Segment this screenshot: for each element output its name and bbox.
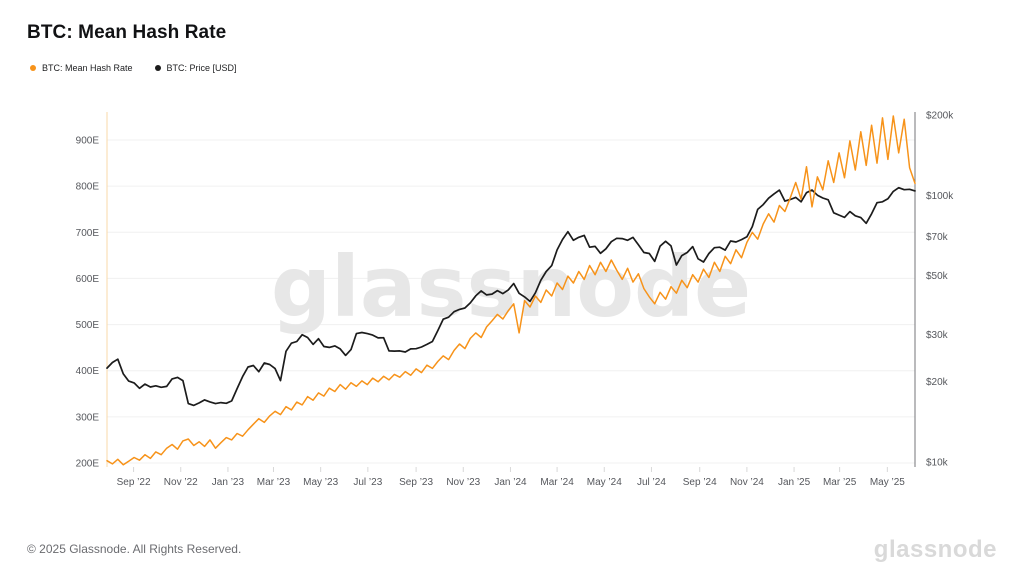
- x-axis-label: Mar ’24: [540, 477, 574, 488]
- x-axis-label: Sep ’23: [399, 477, 433, 488]
- x-axis-label: May ’23: [303, 477, 338, 488]
- price-line: [106, 186, 916, 407]
- left-axis-label: 200E: [76, 459, 100, 470]
- x-axis-label: Jul ’24: [637, 477, 666, 488]
- page-title: BTC: Mean Hash Rate: [27, 22, 227, 43]
- x-axis-label: Sep ’24: [683, 477, 717, 488]
- x-axis-label: Sep ’22: [117, 477, 151, 488]
- legend-dot-black-icon: [154, 65, 161, 71]
- legend-item-price-usd[interactable]: BTC: Price [USD]: [154, 63, 237, 73]
- left-axis-label: 600E: [76, 274, 100, 285]
- right-axis-label: $200k: [926, 111, 954, 122]
- left-axis-label: 500E: [76, 320, 100, 331]
- left-axis-label: 300E: [76, 412, 100, 423]
- legend-label-mean-hash-rate: BTC: Mean Hash Rate: [42, 63, 133, 73]
- glassnode-wordmark: glassnode: [873, 536, 997, 563]
- right-axis-label: $30k: [926, 330, 949, 341]
- copyright-text: © 2025 Glassnode. All Rights Reserved.: [27, 542, 242, 556]
- x-axis-label: May ’25: [870, 477, 905, 488]
- x-axis-label: Jan ’23: [212, 477, 245, 488]
- right-axis-label: $100k: [926, 191, 954, 202]
- x-axis-label: May ’24: [587, 477, 622, 488]
- x-axis-label: Nov ’22: [164, 477, 198, 488]
- legend-label-price-usd: BTC: Price [USD]: [166, 63, 237, 73]
- left-axis-label: 700E: [76, 228, 100, 239]
- hash-rate-line: [106, 115, 916, 466]
- x-axis-label: Mar ’23: [257, 477, 291, 488]
- legend-dot-orange-icon: [30, 65, 36, 71]
- chart-legend: BTC: Mean Hash Rate BTC: Price [USD]: [30, 63, 237, 73]
- x-axis-label: Jan ’24: [494, 477, 527, 488]
- x-axis-label: Nov ’23: [446, 477, 480, 488]
- x-axis-label: Jan ’25: [778, 477, 811, 488]
- x-axis-label: Mar ’25: [823, 477, 857, 488]
- right-axis-label: $10k: [926, 458, 949, 469]
- x-axis-label: Jul ’23: [353, 477, 382, 488]
- right-axis-label: $70k: [926, 232, 949, 243]
- left-axis-label: 400E: [76, 366, 100, 377]
- left-axis-label: 800E: [76, 182, 100, 193]
- right-axis-label: $20k: [926, 377, 949, 388]
- legend-item-mean-hash-rate[interactable]: BTC: Mean Hash Rate: [30, 63, 133, 73]
- right-axis-label: $50k: [926, 271, 949, 282]
- x-axis-label: Nov ’24: [730, 477, 764, 488]
- left-axis-label: 900E: [76, 136, 100, 147]
